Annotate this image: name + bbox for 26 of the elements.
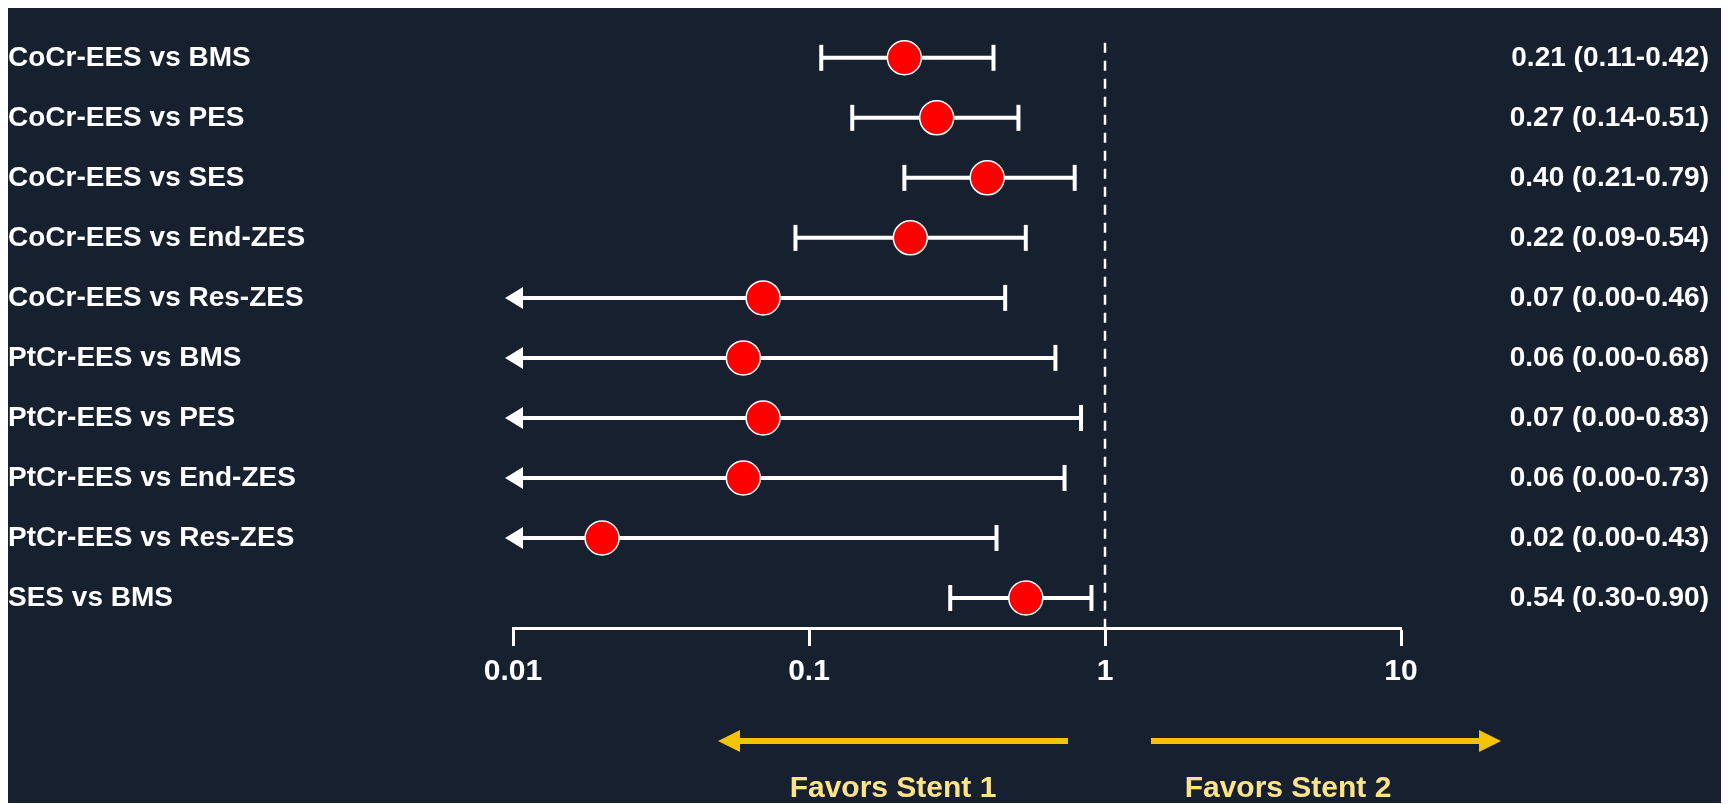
data-label: 0.21 (0.11-0.42) [1511, 40, 1709, 72]
x-tick-label: 0.01 [483, 653, 543, 687]
x-tick-label: 0.1 [788, 653, 830, 687]
y-tick-label: PtCr-EES vs BMS [8, 340, 242, 372]
data-label: 0.40 (0.21-0.79) [1509, 160, 1709, 192]
y-tick-label: CoCr-EES vs End-ZES [8, 220, 306, 252]
y-tick-label: PtCr-EES vs End-ZES [8, 460, 296, 492]
data-label: 0.06 (0.00-0.73) [1509, 460, 1709, 492]
text: Favors Stent 1 [788, 770, 998, 804]
data-label: 0.02 (0.00-0.43) [1509, 520, 1709, 552]
y-tick-label: PtCr-EES vs PES [8, 400, 236, 432]
y-tick-label: CoCr-EES vs BMS [8, 40, 251, 72]
data-label: 0.06 (0.00-0.68) [1509, 340, 1709, 372]
data-label: 0.27 (0.14-0.51) [1509, 100, 1709, 132]
data-label: 0.07 (0.00-0.83) [1509, 400, 1709, 432]
text: Favors Stent 2 [1183, 770, 1393, 804]
data-label: 0.54 (0.30-0.90) [1509, 580, 1709, 612]
y-tick-label: CoCr-EES vs Res-ZES [8, 280, 304, 312]
x-tick-label: 10 [1384, 653, 1418, 687]
y-tick-label: CoCr-EES vs PES [8, 100, 245, 132]
y-tick-label: SES vs BMS [8, 580, 173, 612]
data-label: 0.22 (0.09-0.54) [1509, 220, 1709, 252]
x-tick-label: 1 [1096, 653, 1114, 687]
data-label: 0.07 (0.00-0.46) [1509, 280, 1709, 312]
y-tick-label: PtCr-EES vs Res-ZES [8, 520, 295, 552]
y-tick-label: CoCr-EES vs SES [8, 160, 245, 192]
